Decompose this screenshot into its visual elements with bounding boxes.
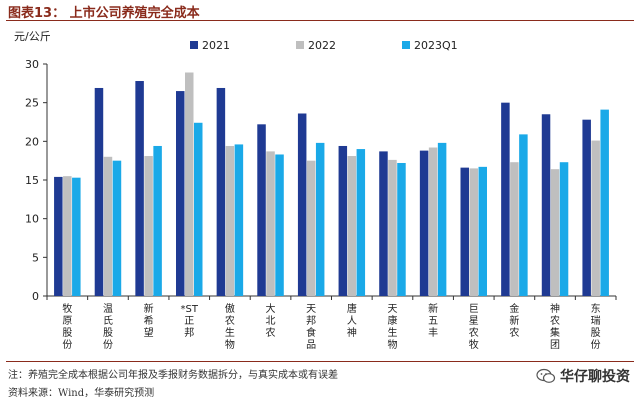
bar — [194, 122, 203, 296]
bar — [478, 166, 487, 296]
bar — [63, 176, 72, 296]
bar — [379, 151, 388, 296]
bar — [135, 81, 144, 296]
x-tick-label: 大北农 — [266, 302, 276, 339]
y-tick-label: 5 — [32, 251, 39, 264]
watermark-text: 华仔聊投资 — [560, 369, 630, 385]
bar — [306, 160, 316, 296]
y-tick-label: 20 — [25, 135, 39, 148]
x-tick-label: 天康生物 — [387, 304, 397, 351]
bar — [501, 102, 510, 297]
bar — [185, 72, 194, 296]
x-tick-label: 巨星农牧 — [469, 303, 479, 351]
x-tick-label: 新希望 — [144, 302, 154, 339]
legend-swatch — [402, 41, 410, 49]
legend-label: 2022 — [308, 39, 336, 52]
x-tick-label: 新五丰 — [428, 302, 438, 339]
bar-chart: 元/公斤 0 5 10 15 20 25 30 牧原股份 温氏股份 新希望 *ST 正邦 傲农生物 大北… — [14, 30, 617, 351]
y-tick-label: 10 — [25, 213, 39, 226]
legend-label: 2021 — [202, 39, 230, 52]
bar — [225, 145, 235, 296]
bar — [356, 149, 366, 296]
bar — [112, 160, 122, 296]
x-tick-label: 神农集团 — [550, 302, 560, 351]
legend-label: 2023Q1 — [414, 39, 458, 52]
bar — [266, 151, 275, 296]
bar — [388, 159, 397, 296]
x-tick-label: 东瑞股份 — [591, 302, 601, 351]
bar — [582, 119, 591, 297]
x-tick-label: *ST 正邦 — [181, 304, 199, 339]
bar — [153, 145, 162, 296]
bar — [600, 109, 609, 296]
figure-title: 图表13： 上市公司养殖完全成本 — [8, 6, 200, 21]
x-tick-label: 唐人神 — [347, 302, 357, 339]
bar — [591, 140, 600, 296]
bar — [428, 147, 438, 296]
bar — [419, 150, 429, 296]
bar — [275, 154, 284, 296]
bar — [469, 168, 478, 296]
bar — [94, 87, 104, 297]
bar — [550, 169, 560, 296]
bar — [315, 142, 325, 296]
bar — [541, 114, 551, 297]
watermark: 华仔聊投资 — [536, 366, 630, 386]
bar — [234, 144, 244, 296]
legend-swatch — [296, 41, 304, 49]
x-tick-label: 傲农生物 — [225, 303, 235, 351]
source-note: 资料来源：Wind，华泰研究预测 — [8, 388, 155, 399]
legend-swatch — [190, 41, 198, 49]
bar — [510, 162, 519, 296]
bar — [72, 177, 81, 296]
bar — [176, 91, 185, 296]
title-rule — [6, 20, 634, 21]
bar — [297, 113, 307, 296]
bar — [437, 142, 447, 296]
footnote: 注：养殖完全成本根据公司年报及季报财务数据拆分，与真实成本或有误差 — [8, 370, 338, 381]
bar — [559, 162, 569, 296]
bar — [103, 156, 113, 296]
bar — [347, 156, 357, 296]
x-axis: 牧原股份 温氏股份 新希望 *ST 正邦 傲农生物 大北农 天邦食品 唐人神 天康生物 新五丰 巨星农… — [46, 296, 617, 351]
bar — [460, 167, 469, 296]
bar — [54, 176, 63, 296]
bar — [216, 87, 226, 297]
bars — [54, 72, 609, 297]
x-tick-label: 天邦食品 — [306, 304, 316, 351]
bar — [397, 162, 406, 296]
y-tick-label: 15 — [25, 174, 39, 187]
bar — [338, 145, 348, 296]
y-tick-label: 30 — [25, 58, 39, 71]
footer-rule — [6, 361, 634, 362]
y-tick-label: 25 — [25, 97, 39, 110]
bar — [257, 124, 266, 296]
x-tick-label: 金新农 — [509, 302, 519, 339]
y-axis-label: 元/公斤 — [14, 30, 51, 43]
x-tick-label: 温氏股份 — [103, 303, 113, 351]
x-tick-label: 牧原股份 — [62, 302, 72, 351]
wechat-icon — [536, 368, 556, 383]
legend: 2021 2022 2023Q1 — [190, 39, 458, 52]
bar — [519, 134, 528, 296]
y-tick-label: 0 — [32, 290, 39, 303]
bar — [144, 156, 153, 296]
